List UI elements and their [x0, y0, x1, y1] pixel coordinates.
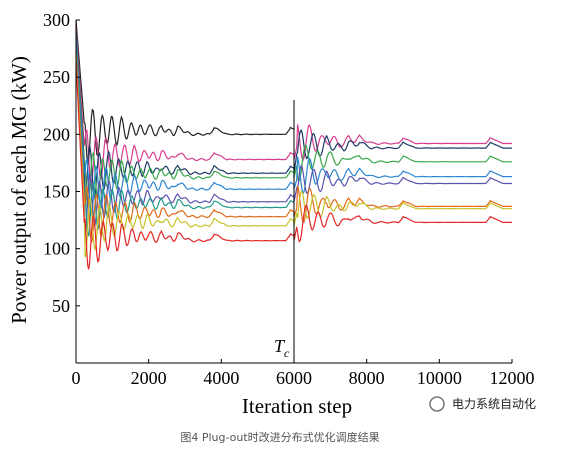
- y-ticks: 50 100 150 200 250 300: [43, 10, 80, 316]
- tc-annotation: Tc: [274, 336, 290, 360]
- x-ticks: 0 2000 4000 6000 8000 10000 12000: [72, 359, 535, 388]
- x-tick-label: 8000: [349, 368, 385, 388]
- y-axis-label: Power output of each MG (kW): [7, 56, 31, 324]
- series-line-7: [75, 47, 295, 238]
- watermark-logo-icon: [429, 396, 445, 412]
- watermark: 电力系统自动化: [429, 396, 536, 412]
- x-tick-label: 12000: [490, 368, 535, 388]
- x-tick-label: 10000: [417, 368, 462, 388]
- x-tick-label: 6000: [276, 368, 312, 388]
- x-axis-label: Iteration step: [242, 394, 352, 418]
- watermark-text: 电力系统自动化: [452, 397, 536, 411]
- y-tick-label: 100: [43, 239, 70, 259]
- y-tick-label: 200: [43, 124, 70, 144]
- x-tick-label: 0: [72, 368, 81, 388]
- series-line-1: [75, 19, 295, 164]
- x-tick-label: 2000: [131, 368, 167, 388]
- figure-caption: 图4 Plug-out时改进分布式优化调度结果: [180, 430, 379, 444]
- y-tick-label: 300: [43, 10, 70, 30]
- y-tick-label: 50: [52, 296, 70, 316]
- y-tick-label: 250: [43, 67, 70, 87]
- x-tick-label: 4000: [203, 368, 239, 388]
- y-tick-label: 150: [43, 182, 70, 202]
